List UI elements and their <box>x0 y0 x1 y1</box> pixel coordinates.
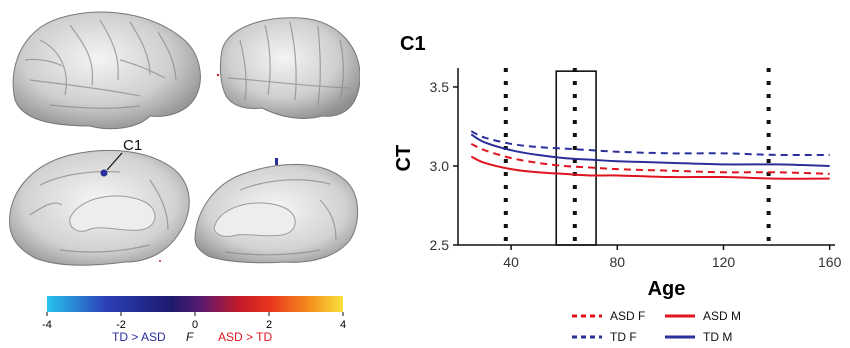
colorbar-tick-label: 4 <box>340 319 346 331</box>
brain-lateral-right <box>216 17 360 119</box>
series-line-asd-f <box>470 142 830 175</box>
legend-label: ASD M <box>703 309 741 323</box>
chart-legend: ASD F ASD M TD F TD M <box>572 309 741 344</box>
y-tick-label: 3.0 <box>430 158 450 174</box>
x-tick-label: 160 <box>818 254 842 270</box>
x-tick-label: 120 <box>712 254 736 270</box>
legend-td-gt-asd: TD > ASD <box>112 330 166 344</box>
chart-axes: 2.5 3.0 3.5 40 80 120 160 <box>430 68 842 270</box>
region-label-c1: C1 <box>123 137 142 154</box>
colorbar-tick-label: 2 <box>266 319 272 331</box>
colorbar-tick-label: -2 <box>116 319 126 331</box>
y-tick-label: 3.5 <box>430 79 450 95</box>
brain-medial-left <box>9 149 190 266</box>
colorbar-ticks: -4 -2 0 2 4 <box>42 312 346 331</box>
series-line-asd-m <box>470 155 830 180</box>
x-axis-label: Age <box>648 278 686 300</box>
colorbar <box>47 296 343 312</box>
legend-f-stat: F <box>186 330 194 344</box>
chart-title: C1 <box>400 33 426 55</box>
legend-label: TD F <box>610 330 637 344</box>
brain-panel: C1 -4 -2 0 2 4 TD > ASD F ASD > TD <box>9 11 360 344</box>
legend-label: ASD F <box>610 309 645 323</box>
legend-asd-gt-td: ASD > TD <box>218 330 272 344</box>
y-tick-label: 2.5 <box>430 237 450 253</box>
colorbar-tick-label: -4 <box>42 319 52 331</box>
brain-medial-right <box>194 158 359 264</box>
colorbar-tick-label: 0 <box>192 319 198 331</box>
y-axis-label: CT <box>393 145 415 172</box>
series-line-td-f <box>470 130 830 157</box>
series-line-td-m <box>470 133 830 167</box>
c1-cluster-marker <box>100 169 108 177</box>
x-tick-label: 80 <box>610 254 626 270</box>
brain-lateral-left <box>12 11 201 130</box>
chart-series <box>470 130 830 180</box>
x-tick-label: 40 <box>503 254 519 270</box>
legend-label: TD M <box>703 330 732 344</box>
